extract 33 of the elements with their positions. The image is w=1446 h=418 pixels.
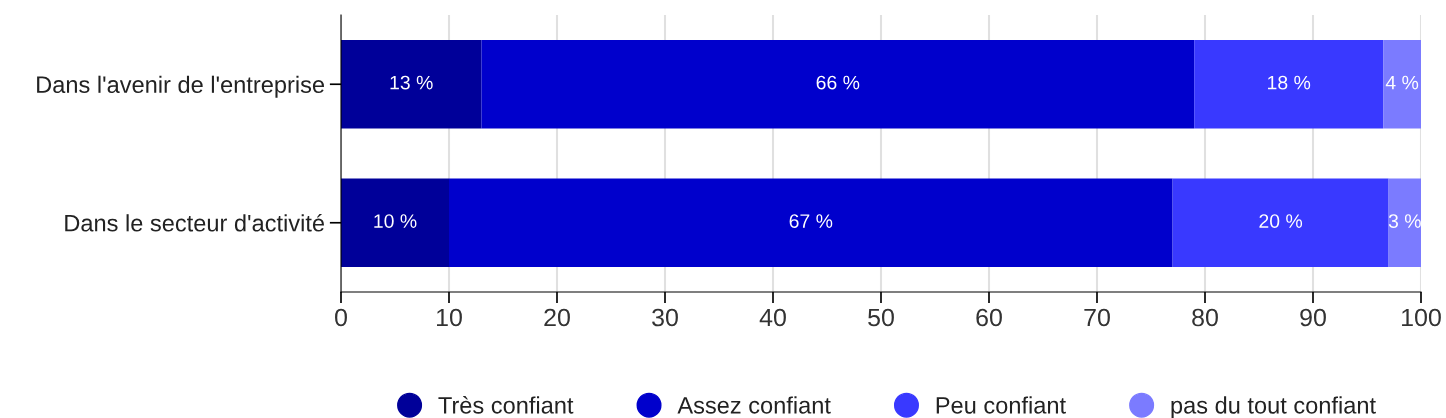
data-label: 66 %: [816, 75, 860, 90]
data-label: 10 %: [374, 214, 417, 228]
x-tick-label: 30: [652, 308, 678, 327]
y-tick-label: Dans l'avenir de l'entreprise: [37, 75, 324, 98]
x-tick-label: 0: [335, 308, 347, 327]
bar: [1383, 39, 1421, 129]
legend-label: Assez confiant: [677, 396, 831, 414]
data-label: 13 %: [390, 75, 433, 90]
data-label: 20 %: [1259, 214, 1303, 228]
bar: [341, 178, 449, 268]
data-label: 4 %: [1385, 75, 1419, 90]
bar: [449, 178, 1173, 268]
legend-label: pas du tout confiant: [1171, 396, 1376, 418]
data-label: 18 %: [1268, 75, 1311, 90]
data-label: 67 %: [789, 214, 833, 228]
bar: [1194, 39, 1384, 129]
x-tick-label: 80: [1192, 308, 1218, 327]
bar: [481, 39, 1195, 129]
x-tick-label: 90: [1300, 308, 1326, 327]
data-label: 3 %: [1388, 214, 1421, 228]
x-tick-label: 70: [1084, 308, 1110, 327]
x-tick-label: 40: [759, 308, 786, 327]
x-tick-label: 100: [1402, 308, 1441, 327]
x-tick-label: 60: [976, 308, 1002, 327]
y-tick-label: Dans le secteur d'activité: [65, 213, 324, 232]
x-tick-label: 20: [544, 308, 570, 327]
bar: [341, 39, 482, 129]
x-tick-label: 10: [437, 308, 462, 327]
bar: [1172, 178, 1389, 268]
legend-label: Très confiant: [438, 396, 574, 414]
legend-label: Peu confiant: [936, 396, 1066, 414]
bar: [1388, 178, 1421, 268]
x-tick-label: 50: [868, 308, 894, 327]
